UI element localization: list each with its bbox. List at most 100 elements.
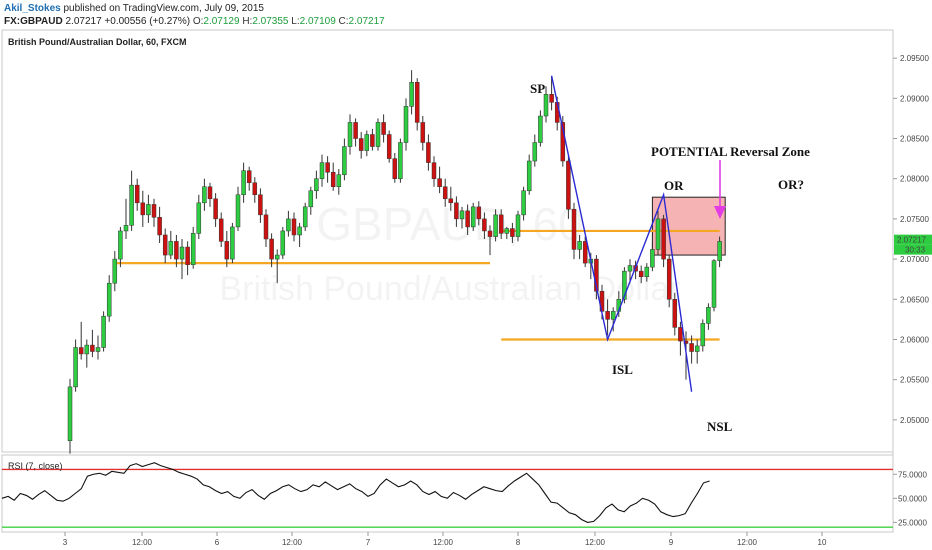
time-axis: 3 12:00 6 12:00 7 12:00 8 12:00 9 12:00 10: [63, 532, 827, 547]
candle: [78, 321, 84, 360]
candle: [678, 321, 683, 356]
candle: [336, 169, 342, 195]
candle: [95, 335, 101, 360]
candle-body: [661, 218, 666, 260]
candle: [190, 226, 196, 269]
candle: [291, 212, 297, 242]
candle: [263, 209, 269, 248]
time-tick-label: 12:00: [737, 538, 758, 547]
price-tick-label: 2.07000: [900, 255, 929, 264]
candle-body: [650, 249, 655, 268]
publish-info: Akil_Stokes published on TradingView.com…: [4, 3, 264, 14]
low-value: 2.07109: [299, 16, 336, 27]
candle-body: [123, 225, 129, 232]
change-value: +0.00556 (+0.27%): [104, 16, 191, 27]
candle: [582, 236, 588, 268]
time-tick-label: 12:00: [132, 538, 153, 547]
candle-body: [78, 347, 84, 355]
price-tick-label: 2.09500: [900, 54, 929, 63]
candle-body: [353, 122, 358, 139]
candle-body: [207, 186, 213, 200]
time-tick-label: 8: [516, 538, 521, 547]
candle: [364, 130, 370, 157]
chart-title: British Pound/Australian Dollar, 60, FXC…: [8, 37, 187, 47]
candle: [297, 222, 302, 248]
open-label: O:: [192, 16, 204, 27]
candle-body: [459, 210, 465, 220]
candle: [515, 210, 521, 242]
candle: [493, 209, 498, 242]
candle: [330, 162, 336, 191]
candle: [661, 214, 666, 268]
candle: [342, 138, 347, 181]
price-tick-label: 2.09000: [900, 94, 929, 103]
candle: [202, 178, 207, 211]
candle: [717, 236, 722, 268]
candle-body: [504, 228, 510, 234]
candle: [358, 132, 364, 159]
candle-body: [90, 344, 95, 352]
candle: [610, 307, 616, 332]
rsi-pane[interactable]: [1, 454, 894, 533]
candle: [442, 178, 448, 207]
candle: [168, 230, 174, 260]
candle-body: [487, 230, 493, 237]
candle: [347, 114, 353, 155]
candle-body: [549, 94, 554, 103]
candle: [319, 154, 325, 187]
candle-body: [286, 218, 291, 232]
rsi-layer: 75.0000 50.0000 25.0000: [1, 462, 927, 528]
candle-body: [151, 204, 157, 218]
candle: [84, 339, 90, 368]
label-reversal-zone: POTENTIAL Reversal Zone: [651, 144, 810, 159]
candle: [498, 209, 504, 239]
high-value: 2.07355: [252, 16, 289, 27]
quote-line: FX:GBPAUD 2.07217 +0.00556 (+0.27%) O:2.…: [4, 16, 385, 27]
candle-body: [521, 190, 526, 216]
candle: [437, 166, 442, 194]
candle: [196, 194, 202, 239]
price-tick-label: 2.08000: [900, 175, 929, 184]
candle: [134, 178, 140, 211]
candle: [213, 193, 218, 227]
candle: [286, 210, 291, 237]
candle: [487, 225, 493, 256]
candle: [269, 233, 274, 268]
author-link[interactable]: Akil_Stokes: [4, 3, 61, 14]
candle-body: [717, 241, 722, 261]
candle-body: [437, 178, 442, 187]
candle: [174, 234, 179, 268]
candle-body: [431, 162, 437, 179]
candle: [711, 259, 717, 312]
candle-body: [202, 186, 207, 204]
candle: [73, 339, 78, 392]
candle: [101, 311, 106, 352]
candle-body: [364, 134, 370, 151]
candle-body: [213, 198, 218, 220]
candle: [302, 202, 308, 231]
candle-body: [571, 208, 577, 250]
candle-body: [678, 327, 683, 342]
candle: [566, 156, 571, 219]
watermark-symbol: GBPAUD, 60: [316, 198, 584, 250]
candle: [151, 198, 157, 227]
candle-body: [476, 206, 482, 220]
candle-body: [241, 170, 246, 196]
candle: [308, 186, 314, 215]
candle: [258, 188, 263, 223]
rsi-tick-label: 75.0000: [898, 470, 927, 479]
rsi-tick-label: 25.0000: [898, 518, 927, 527]
rsi-title: RSI (7, close): [8, 461, 63, 471]
candle-body: [308, 190, 314, 208]
candle: [218, 212, 224, 248]
candle-body: [252, 182, 258, 196]
candle-body: [140, 202, 146, 216]
candle-body: [230, 226, 235, 260]
candle: [627, 259, 633, 284]
candle: [706, 303, 711, 330]
candle: [140, 190, 146, 227]
candle-body: [560, 122, 566, 162]
candle: [157, 206, 162, 244]
main-pane[interactable]: [1, 29, 894, 453]
